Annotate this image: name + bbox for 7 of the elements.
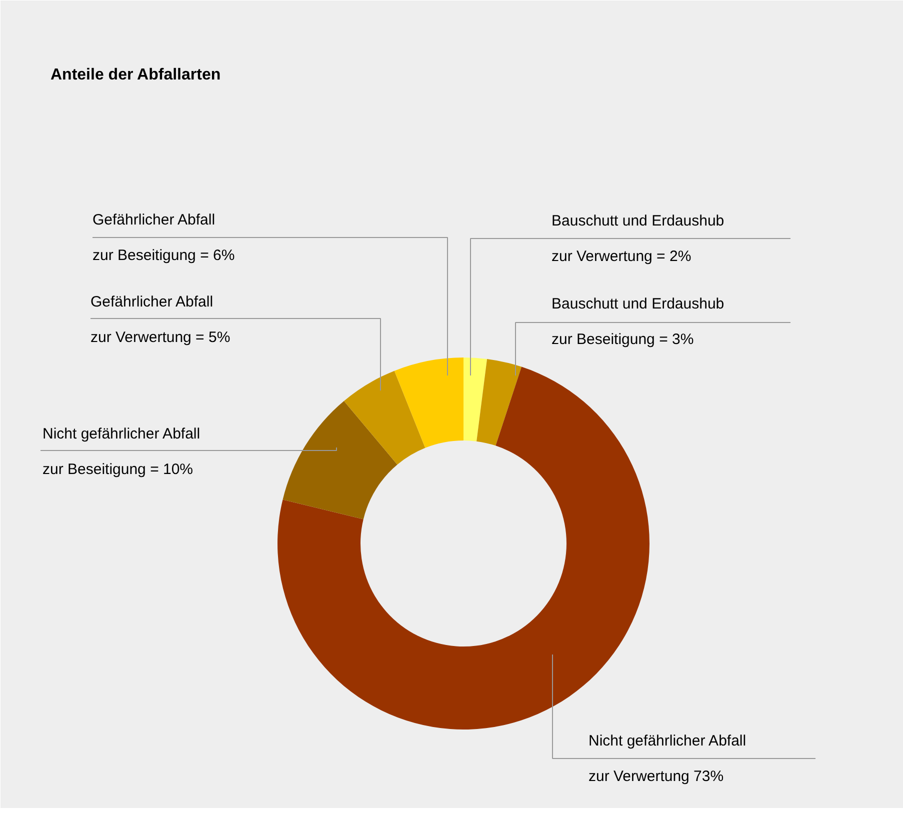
category-label: Nicht gefährlicher Abfall zur Verwertung 73% (588, 732, 746, 786)
category-label: Gefährlicher Abfall zur Beseitigung = 6% (92, 212, 235, 264)
category-label: Nicht gefährlicher Abfall zur Beseitigung = 10% (42, 426, 200, 478)
text: Anteile der Abfallarten (50, 66, 221, 84)
category-label: Bauschutt und Erdaushub zur Verwertung = 2% (552, 212, 724, 266)
category-label: Bauschutt und Erdaushub zur Beseitigung = 3% (552, 296, 724, 348)
category-label: Gefährlicher Abfall zur Verwertung = 5% (90, 294, 230, 346)
